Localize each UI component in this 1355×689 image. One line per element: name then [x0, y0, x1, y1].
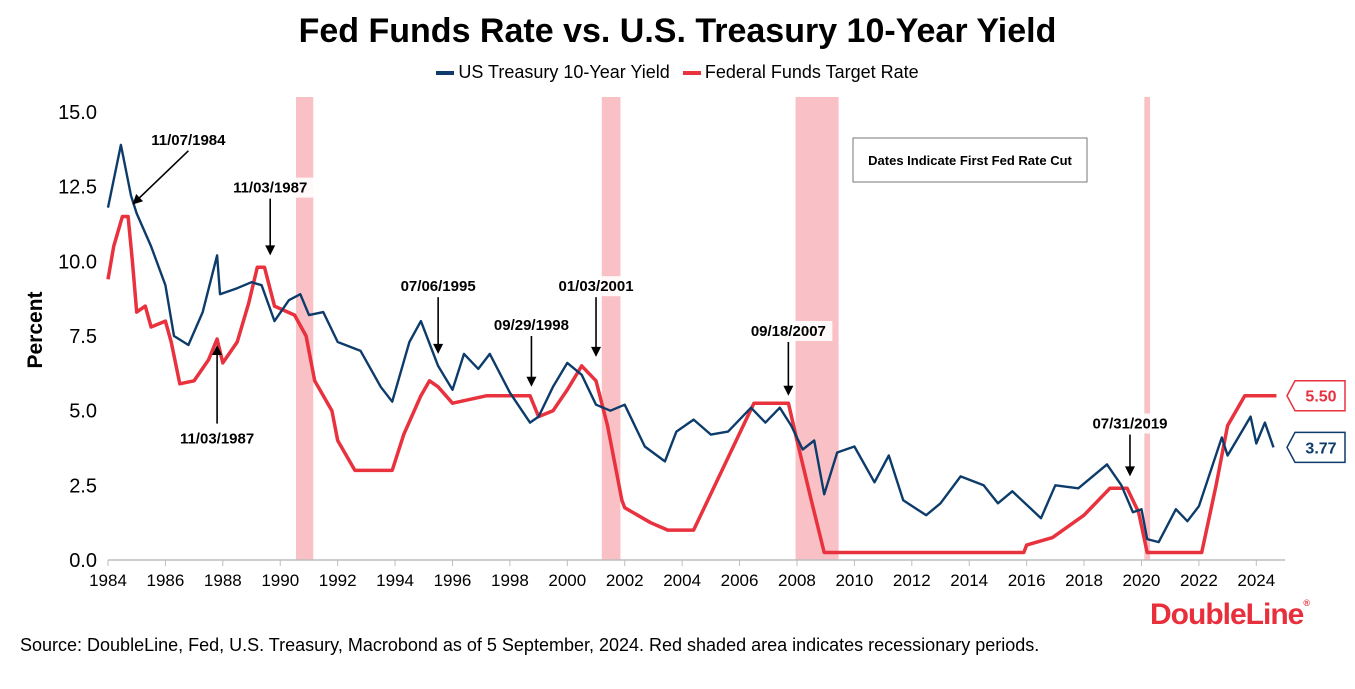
- series-line-fed-funds: [106, 214, 1277, 555]
- recession-band-1: [601, 97, 621, 560]
- legend-item-fed-funds: Federal Funds Target Rate: [682, 62, 919, 83]
- note-box-text: Dates Indicate First Fed Rate Cut: [868, 153, 1072, 168]
- y-tick-label: 0.0: [69, 550, 97, 572]
- x-tick-label: 1992: [319, 571, 357, 590]
- x-tick-label: 2006: [721, 571, 759, 590]
- recession-band-3: [1144, 97, 1151, 560]
- legend-swatch-fed-funds: [682, 71, 701, 76]
- annotation-label: 09/29/1998: [494, 317, 569, 334]
- end-label-box: [1286, 431, 1346, 464]
- x-tick-label: 2012: [893, 571, 931, 590]
- x-tick-label: 2004: [663, 571, 701, 590]
- annotation-arrow-head: [433, 343, 444, 354]
- y-tick-label: 7.5: [69, 326, 97, 348]
- x-tick-label: 1998: [491, 571, 529, 590]
- x-tick-label: 2024: [1237, 571, 1275, 590]
- annotation-label: 11/07/1984: [151, 132, 226, 149]
- annotation-bg: [744, 320, 833, 341]
- annotation-arrow-head: [265, 245, 276, 256]
- legend: US Treasury 10-Year Yield Federal Funds …: [0, 62, 1355, 83]
- source-note: Source: DoubleLine, Fed, U.S. Treasury, …: [20, 635, 1040, 655]
- x-tick-label: 2016: [1008, 571, 1046, 590]
- legend-swatch-treasury: [436, 71, 455, 76]
- series-lines: [106, 143, 1277, 555]
- annotation-arrow-line: [133, 150, 189, 204]
- x-tick-label: 2020: [1123, 571, 1161, 590]
- annotation-arrow-head: [212, 344, 223, 355]
- chart-title: Fed Funds Rate vs. U.S. Treasury 10-Year…: [298, 12, 1057, 50]
- series-line-treasury: [106, 143, 1275, 544]
- doubleline-logo: DoubleLine®: [1150, 598, 1310, 632]
- annotation-label: 09/18/2007: [751, 323, 826, 340]
- end-label-value: 5.50: [1305, 389, 1336, 406]
- annotation-label: 07/31/2019: [1092, 416, 1167, 433]
- annotation-label: 11/03/1987: [180, 431, 254, 448]
- note-box: [852, 137, 1088, 183]
- x-tick-label: 1996: [434, 571, 472, 590]
- legend-label-treasury: US Treasury 10-Year Yield: [458, 62, 670, 82]
- annotation-bg: [1085, 413, 1174, 434]
- annotation-bg: [226, 177, 315, 198]
- annotation-label: 11/03/1987: [233, 180, 307, 197]
- x-tick-label: 1986: [147, 571, 185, 590]
- annotation-arrow-head: [783, 385, 794, 396]
- legend-label-fed-funds: Federal Funds Target Rate: [704, 62, 919, 82]
- x-tick-label: 2010: [835, 571, 873, 590]
- brand-name: DoubleLine: [1150, 598, 1304, 631]
- recession-band-0: [296, 97, 314, 560]
- legend-item-treasury: US Treasury 10-Year Yield: [436, 62, 670, 83]
- annotation-bg: [552, 276, 641, 297]
- annotation-bg: [173, 428, 262, 449]
- y-tick-label: 12.5: [58, 177, 97, 199]
- annotation-label: 07/06/1995: [401, 278, 476, 295]
- end-label-box: [1286, 379, 1346, 412]
- x-tick-label: 2022: [1180, 571, 1218, 590]
- x-tick-label: 2014: [950, 571, 988, 590]
- y-tick-label: 2.5: [69, 475, 97, 497]
- annotation-bg: [487, 315, 576, 335]
- x-tick-label: 2018: [1065, 571, 1103, 590]
- annotation-arrow-head: [526, 376, 537, 387]
- annotation-arrow-head: [132, 194, 144, 205]
- annotation-arrow-head: [1124, 466, 1135, 477]
- x-tick-label: 1994: [376, 571, 414, 590]
- annotations: 11/07/1984 11/03/1987 11/03/1987 07/06/1995…: [132, 129, 1174, 477]
- annotation-bg: [144, 129, 233, 150]
- annotation-arrow-head: [591, 346, 602, 357]
- end-labels: 5.50 3.77: [1286, 379, 1346, 464]
- x-tick-label: 1988: [204, 571, 242, 590]
- y-tick-label: 10.0: [58, 251, 97, 273]
- x-tick-label: 2002: [606, 571, 644, 590]
- x-tick-label: 1990: [261, 571, 299, 590]
- registered-mark: ®: [1303, 598, 1310, 608]
- end-label-value: 3.77: [1305, 440, 1336, 457]
- x-tick-label: 2000: [548, 571, 586, 590]
- annotation-bg: [394, 276, 483, 297]
- y-tick-label: 5.0: [69, 401, 97, 423]
- annotation-label: 01/03/2001: [558, 278, 633, 295]
- x-tick-label: 2008: [778, 571, 816, 590]
- y-axis-label: Percent: [24, 291, 47, 368]
- x-tick-label: 1984: [89, 571, 127, 590]
- axes: 1984 1986 1988 1990 1992 1994 1996 1998 2000 2002…: [58, 102, 1285, 590]
- y-tick-label: 15.0: [58, 102, 97, 124]
